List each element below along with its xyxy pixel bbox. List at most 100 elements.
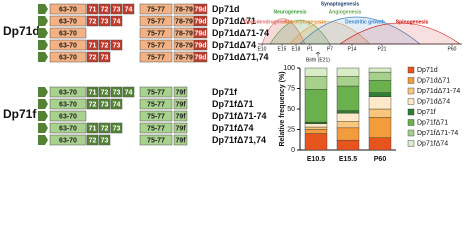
isoform-label: Dp71fΔ71-74: [212, 111, 267, 121]
exon: [98, 86, 111, 98]
isoform-label: Dp71d: [212, 4, 240, 14]
promoter-arrow: [38, 28, 48, 38]
promoter-arrow: [38, 40, 48, 50]
exon: [110, 3, 123, 15]
bar-segment: [368, 92, 392, 97]
bar-segment: [368, 67, 392, 73]
exon: [122, 86, 135, 98]
legend-swatch: [407, 140, 415, 147]
exon-label: 78-79: [175, 30, 193, 37]
exon-label: 63-70: [59, 89, 77, 96]
y-tick-label: 50: [287, 106, 295, 113]
legend-label: Dp71fΔ71: [417, 119, 448, 126]
exon: [49, 3, 87, 15]
bar-segment: [304, 75, 328, 90]
exon-label: 75-77: [147, 137, 165, 144]
isoform-label: Dp71fΔ74: [212, 123, 253, 133]
bar-segment: [336, 75, 360, 87]
isoform-label: Dp71dΔ71,74: [212, 52, 269, 62]
bar-segment: [336, 110, 360, 114]
bar-segment: [304, 67, 328, 77]
bar-segment: [368, 80, 392, 93]
exon-label: 73: [113, 42, 121, 49]
birth-label: Birth (E21): [306, 57, 330, 63]
exon-label: 73: [113, 125, 121, 132]
group-label: Dp71d: [3, 24, 40, 38]
exon-label: 73: [113, 6, 121, 13]
bar-segment: [336, 139, 360, 151]
bar-segment: [304, 89, 328, 123]
exon-label: 75-77: [147, 89, 165, 96]
birth-arrow: [315, 51, 321, 57]
exon: [86, 98, 99, 110]
bar-segment: [368, 71, 392, 81]
exon-label: 79d: [194, 6, 206, 13]
promoter-arrow: [38, 4, 48, 14]
isoform-label: Dp71fΔ71,74: [212, 135, 266, 145]
exon: [86, 39, 99, 51]
promoter-arrow: [38, 123, 48, 133]
exon: [193, 15, 208, 27]
exon: [193, 51, 208, 63]
exon: [86, 51, 99, 63]
exon: [86, 86, 99, 98]
timeline-tick-label: P14: [348, 46, 357, 52]
exon-label: 73: [101, 54, 109, 61]
y-axis-label: Relative frequency (%): [279, 71, 286, 146]
isoform-label: Dp71dΔ71-74: [212, 28, 269, 38]
legend-swatch: [407, 98, 415, 105]
exon: [193, 39, 208, 51]
curve: [261, 18, 306, 45]
exon: [173, 110, 188, 122]
exon: [49, 98, 87, 110]
exon-label: 75-77: [147, 113, 165, 120]
exon: [86, 122, 99, 134]
legend-swatch: [407, 77, 415, 84]
exon: [98, 51, 111, 63]
group-label: Dp71f: [3, 107, 37, 121]
exon: [139, 98, 173, 110]
exon: [49, 51, 87, 63]
exon: [98, 122, 111, 134]
exon-label: 79f: [175, 125, 186, 132]
x-tick-label: E10.5: [307, 156, 325, 163]
exon: [98, 39, 111, 51]
x-tick-label: E15.5: [339, 156, 357, 163]
process-label: Neurogenesis: [273, 9, 306, 15]
exon-label: 72: [89, 101, 97, 108]
legend-label: Dp71dΔ71: [417, 77, 450, 84]
exon-label: 75-77: [147, 125, 165, 132]
process-label: Astrocytogenesis: [284, 19, 326, 25]
legend-swatch: [407, 87, 415, 95]
isoform-label: Dp71dΔ74: [212, 40, 256, 50]
curve: [299, 16, 421, 45]
exon-label: 79f: [175, 113, 186, 120]
legend-swatch: [407, 119, 415, 126]
bar-segment: [336, 121, 360, 129]
exon: [110, 122, 123, 134]
exon-label: 73: [101, 137, 109, 144]
exon: [49, 86, 87, 98]
exon-label: 72: [101, 6, 109, 13]
exon: [173, 122, 188, 134]
exon-label: 72: [101, 42, 109, 49]
exon: [110, 39, 123, 51]
exon-label: 71: [89, 6, 97, 13]
exon-label: 72: [101, 125, 109, 132]
exon: [98, 3, 111, 15]
exon-label: 71: [89, 42, 97, 49]
exon: [139, 3, 173, 15]
exon: [139, 51, 173, 63]
promoter-arrow: [38, 52, 48, 62]
legend-label: Dp71d: [417, 67, 438, 74]
exon-label: 72: [89, 54, 97, 61]
exon: [49, 134, 87, 146]
legend-label: Dp71dΔ71-74: [417, 88, 460, 95]
curve: [269, 19, 331, 45]
bar-segment: [304, 121, 328, 124]
exon: [86, 3, 99, 15]
bar-segment: [368, 137, 392, 151]
y-tick-label: 100: [283, 65, 295, 72]
bar-segment: [336, 85, 360, 111]
